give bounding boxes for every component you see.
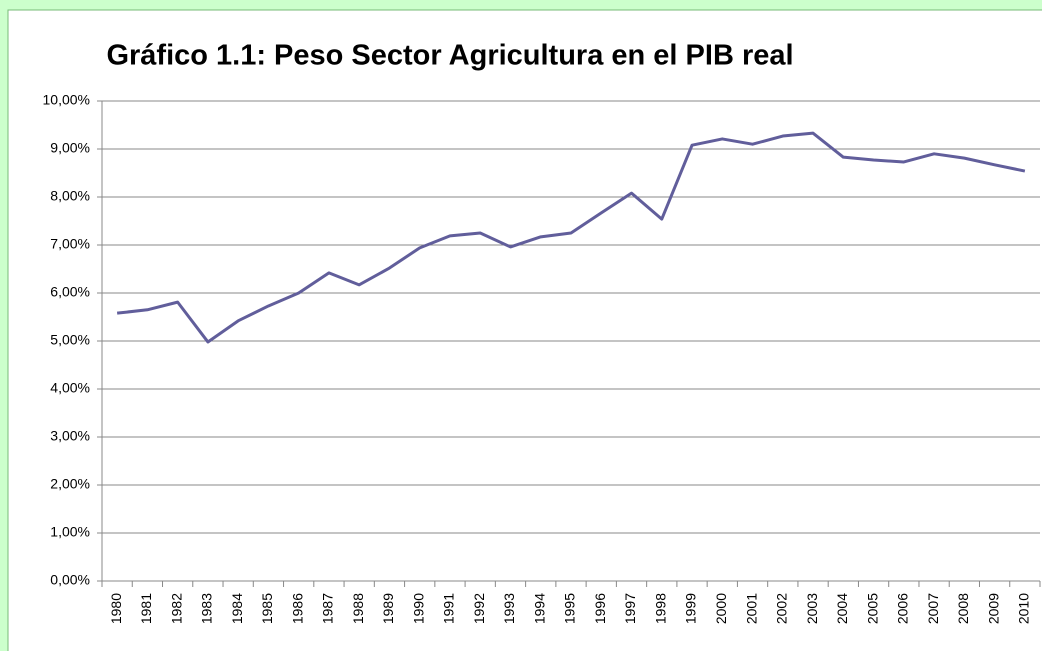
x-tick-label: 2000 <box>713 593 729 624</box>
x-tick-label: 2005 <box>864 593 880 624</box>
x-tick-label: 1981 <box>138 593 154 624</box>
x-tick-label: 2007 <box>925 593 941 624</box>
y-tick-label: 1,00% <box>50 524 90 540</box>
x-tick-label: 2010 <box>1016 593 1032 624</box>
x-tick-label: 1991 <box>441 593 457 624</box>
x-tick-label: 1993 <box>501 593 517 624</box>
x-tick-label: 1992 <box>471 593 487 624</box>
x-tick-label: 1988 <box>350 593 366 624</box>
x-tick-label: 1982 <box>168 593 184 624</box>
x-tick-label: 2002 <box>774 593 790 624</box>
x-tick-label: 2008 <box>955 593 971 624</box>
x-tick-label: 1999 <box>683 593 699 624</box>
x-tick-label: 1996 <box>592 593 608 624</box>
x-tick-label: 1983 <box>199 593 215 624</box>
x-tick-label: 2009 <box>985 593 1001 624</box>
x-tick-label: 1980 <box>108 593 124 624</box>
chart-title: Gráfico 1.1: Peso Sector Agricultura en … <box>106 40 793 72</box>
y-tick-label: 10,00% <box>43 92 90 108</box>
x-tick-label: 1985 <box>259 593 275 624</box>
y-tick-label: 0,00% <box>50 572 90 588</box>
x-tick-label: 1986 <box>289 593 305 624</box>
y-tick-label: 8,00% <box>50 188 90 204</box>
y-tick-label: 5,00% <box>50 332 90 348</box>
y-tick-label: 2,00% <box>50 476 90 492</box>
x-tick-label: 1989 <box>380 593 396 624</box>
x-tick-label: 2006 <box>895 593 911 624</box>
x-tick-label: 1997 <box>622 593 638 624</box>
x-tick-label: 1998 <box>652 593 668 624</box>
x-tick-label: 1995 <box>562 593 578 624</box>
y-tick-label: 7,00% <box>50 236 90 252</box>
y-tick-label: 4,00% <box>50 380 90 396</box>
y-tick-label: 6,00% <box>50 284 90 300</box>
x-tick-label: 2004 <box>834 593 850 624</box>
chart-area <box>7 9 1042 651</box>
x-tick-label: 1990 <box>410 593 426 624</box>
x-tick-label: 1994 <box>531 593 547 624</box>
x-tick-label: 2003 <box>804 593 820 624</box>
x-tick-label: 1987 <box>320 593 336 624</box>
x-tick-label: 1984 <box>229 593 245 624</box>
y-tick-label: 9,00% <box>50 140 90 156</box>
y-tick-label: 3,00% <box>50 428 90 444</box>
x-tick-label: 2001 <box>743 593 759 624</box>
data-line <box>116 131 1026 344</box>
